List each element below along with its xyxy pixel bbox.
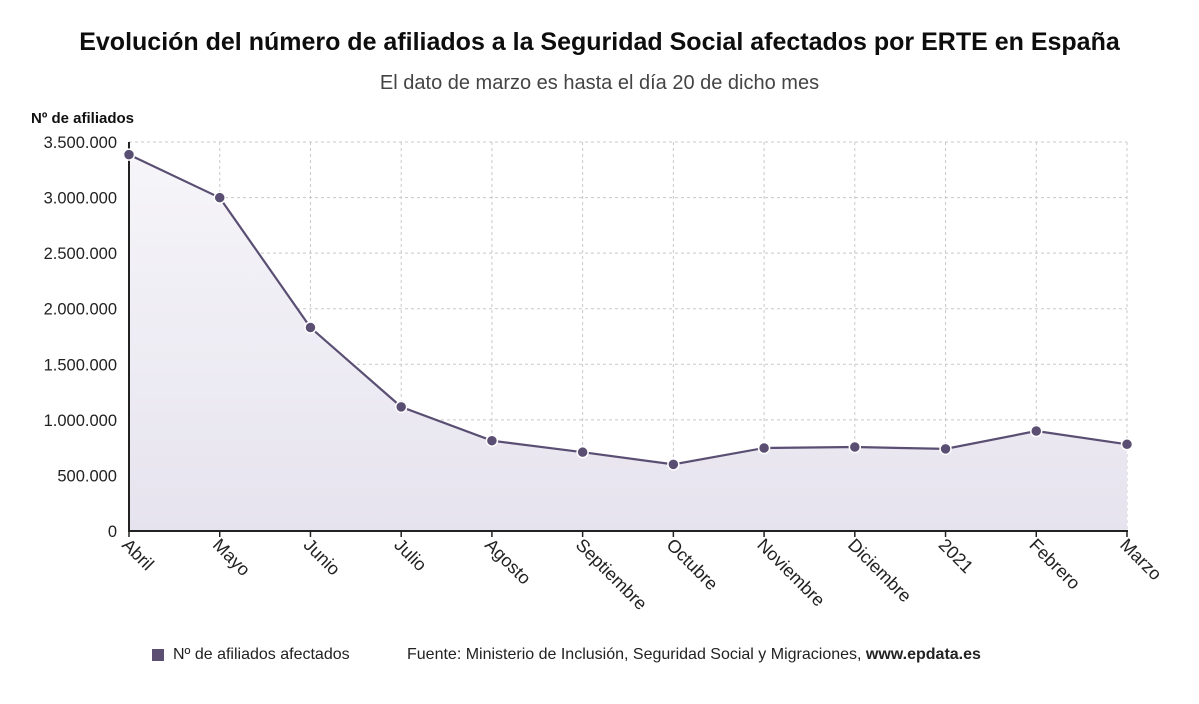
data-points	[122, 148, 1134, 471]
legend: Nº de afiliados afectados	[152, 646, 350, 664]
x-tick-label: Febrero	[1025, 535, 1084, 594]
source-text: Fuente: Ministerio de Inclusión, Segurid…	[407, 646, 866, 663]
data-point-julio	[394, 400, 408, 414]
x-tick-label: Marzo	[1116, 535, 1166, 585]
data-point-septiembre	[576, 445, 589, 459]
source-link[interactable]: www.epdata.es	[865, 646, 981, 663]
x-tick-label: Septiembre	[572, 535, 651, 614]
y-tick-labels: 0 500.000 1.000.000 1.500.000 2.000.000 2.500…	[44, 134, 117, 541]
y-tick-label: 500.000	[57, 467, 117, 485]
data-point-mayo	[213, 191, 226, 204]
data-point-marzo	[1120, 438, 1134, 451]
area-fill	[129, 154, 1127, 531]
x-tick-label: Agosto	[481, 535, 535, 589]
x-tick-label: 2021	[935, 535, 977, 577]
source-note: Fuente: Ministerio de Inclusión, Segurid…	[407, 646, 981, 664]
x-tick-label: Noviembre	[753, 535, 829, 611]
y-tick-label: 1.500.000	[44, 356, 117, 374]
y-tick-label: 2.000.000	[44, 301, 117, 319]
data-point-octubre	[667, 458, 680, 471]
y-tick-label: 2.500.000	[44, 245, 117, 263]
legend-swatch	[152, 649, 164, 661]
data-point-2021	[939, 442, 952, 456]
x-tick-label: Junio	[300, 535, 345, 580]
x-tick-label: Diciembre	[844, 535, 915, 606]
data-point-junio	[304, 321, 317, 334]
y-tick-label: 0	[108, 523, 117, 541]
legend-label: Nº de afiliados afectados	[173, 646, 350, 663]
y-tick-label: 3.000.000	[44, 190, 117, 208]
x-tick-label: Octubre	[663, 535, 722, 594]
x-tick-labels: Abril Mayo Junio Julio Agosto Septiembre Octub…	[118, 535, 1166, 614]
y-tick-label: 3.500.000	[44, 134, 117, 152]
y-axis-label: Nº de afiliados	[31, 110, 135, 127]
data-point-diciembre	[848, 440, 862, 454]
data-point-agosto	[485, 434, 499, 447]
line-chart: 0 500.000 1.000.000 1.500.000 2.000.000 2.500…	[44, 134, 1166, 614]
y-tick-label: 1.000.000	[44, 412, 117, 430]
data-point-abril	[122, 148, 136, 161]
chart-title: Evolución del número de afiliados a la S…	[79, 28, 1120, 56]
x-tick-label: Julio	[390, 535, 430, 575]
data-point-febrero	[1030, 424, 1043, 438]
data-point-noviembre	[757, 441, 771, 455]
x-tick-label: Abril	[118, 535, 158, 575]
chart-subtitle: El dato de marzo es hasta el día 20 de d…	[379, 72, 820, 94]
axes	[128, 142, 1128, 537]
series-line	[128, 153, 1128, 466]
x-tick-label: Mayo	[209, 535, 254, 580]
